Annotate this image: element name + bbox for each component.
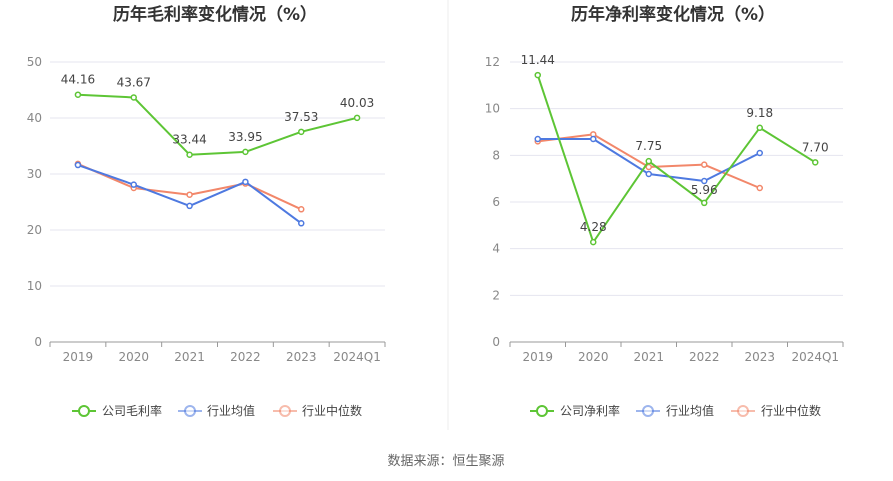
data-point[interactable]	[645, 163, 652, 171]
data-label: 33.95	[228, 130, 262, 144]
x-tick-label: 2024Q1	[791, 350, 839, 364]
legend-marker	[184, 405, 196, 417]
y-tick-label: 30	[27, 167, 42, 181]
legend-marker	[78, 405, 90, 417]
series-company	[534, 71, 819, 246]
data-label: 40.03	[340, 96, 374, 110]
gross-margin-chart: 历年毛利率变化情况（%） 0 10 20 30 40 50 2019 2020 2021 2022…	[27, 4, 386, 418]
chart-title-net-margin: 历年净利率变化情况（%）	[571, 4, 775, 25]
series-line	[536, 74, 816, 244]
y-tick-label: 6	[492, 195, 500, 209]
data-point[interactable]	[590, 238, 597, 246]
legend-item-industry-median[interactable]: 行业中位数	[273, 403, 362, 418]
net-margin-chart: 历年净利率变化情况（%） 0 2 4 6 8 10 12 2019 2020 2021 2022 20…	[485, 4, 844, 418]
x-tick-label: 2020	[578, 350, 609, 364]
data-point[interactable]	[534, 135, 541, 143]
x-tick-label: 2023	[286, 350, 317, 364]
data-label: 11.44	[521, 53, 555, 67]
legend-marker	[642, 405, 654, 417]
series-industry-avg	[534, 135, 763, 185]
data-label: 44.16	[61, 73, 95, 87]
y-tick-label: 8	[492, 148, 500, 162]
y-tick-label: 40	[27, 111, 42, 125]
data-point[interactable]	[353, 114, 361, 122]
series-line	[77, 163, 302, 211]
data-point[interactable]	[756, 184, 763, 192]
data-point[interactable]	[186, 191, 193, 198]
data-point[interactable]	[242, 148, 249, 156]
legend-label: 行业均值	[207, 403, 255, 418]
legend-marker	[536, 405, 548, 417]
data-point[interactable]	[645, 157, 652, 165]
data-label: 43.67	[117, 75, 151, 89]
data-point[interactable]	[756, 149, 763, 157]
series-line	[77, 93, 358, 156]
data-label: 5.96	[691, 183, 718, 197]
x-tick-label: 2019	[63, 350, 94, 364]
y-tick-label: 12	[485, 55, 500, 69]
data-point[interactable]	[186, 202, 193, 210]
y-tick-label: 0	[34, 335, 42, 349]
y-tick-label: 4	[492, 242, 500, 256]
data-point[interactable]	[701, 161, 708, 168]
data-label: 33.44	[172, 133, 206, 147]
data-point[interactable]	[74, 91, 82, 98]
y-tick-label: 10	[27, 279, 42, 293]
legend-item-industry-median[interactable]: 行业中位数	[731, 403, 821, 418]
data-label: 9.18	[746, 106, 773, 120]
data-point[interactable]	[298, 128, 305, 136]
legend-item-company[interactable]: 公司毛利率	[72, 403, 162, 418]
data-point[interactable]	[590, 135, 597, 143]
y-tick-label: 2	[492, 288, 500, 302]
data-point[interactable]	[298, 206, 305, 213]
x-tick-label: 2022	[689, 350, 720, 364]
legend-label: 行业中位数	[302, 403, 362, 418]
legend-label: 公司净利率	[560, 403, 620, 418]
data-label: 7.75	[635, 139, 662, 153]
y-tick-label: 50	[27, 55, 42, 69]
y-tick-label: 0	[492, 335, 500, 349]
data-point[interactable]	[701, 199, 708, 207]
y-tick-label: 20	[27, 223, 42, 237]
legend-label: 行业均值	[666, 403, 714, 418]
data-point[interactable]	[645, 170, 652, 178]
x-tick-label: 2019	[522, 350, 553, 364]
data-label: 37.53	[284, 110, 318, 124]
data-point[interactable]	[298, 220, 305, 227]
chart-title-gross-margin: 历年毛利率变化情况（%）	[113, 4, 317, 25]
data-label: 7.70	[802, 140, 829, 154]
x-tick-label: 2020	[118, 350, 149, 364]
series-company	[74, 91, 361, 158]
data-point[interactable]	[186, 151, 193, 158]
legend-label: 公司毛利率	[102, 403, 162, 418]
data-point[interactable]	[756, 124, 763, 132]
legend-item-industry-avg[interactable]: 行业均值	[178, 403, 255, 418]
legend-item-industry-avg[interactable]: 行业均值	[636, 403, 714, 418]
data-point[interactable]	[534, 71, 541, 79]
legend-marker	[737, 405, 749, 417]
x-tick-label: 2024Q1	[333, 350, 381, 364]
x-tick-label: 2021	[174, 350, 205, 364]
x-tick-label: 2022	[230, 350, 261, 364]
data-point[interactable]	[701, 177, 708, 185]
x-tick-label: 2021	[633, 350, 664, 364]
data-point[interactable]	[812, 159, 819, 166]
data-source-note: 数据来源：恒生聚源	[387, 454, 504, 469]
data-point[interactable]	[130, 94, 137, 101]
legend-label: 行业中位数	[761, 403, 821, 418]
data-point[interactable]	[74, 161, 82, 169]
x-tick-label: 2023	[744, 350, 775, 364]
data-label: 4.28	[580, 220, 607, 234]
y-tick-label: 10	[485, 102, 500, 116]
legend-item-company[interactable]: 公司净利率	[530, 403, 620, 418]
data-point[interactable]	[130, 181, 137, 188]
legend-marker	[279, 405, 291, 417]
series-industry-avg	[74, 161, 305, 227]
data-point[interactable]	[242, 178, 249, 186]
